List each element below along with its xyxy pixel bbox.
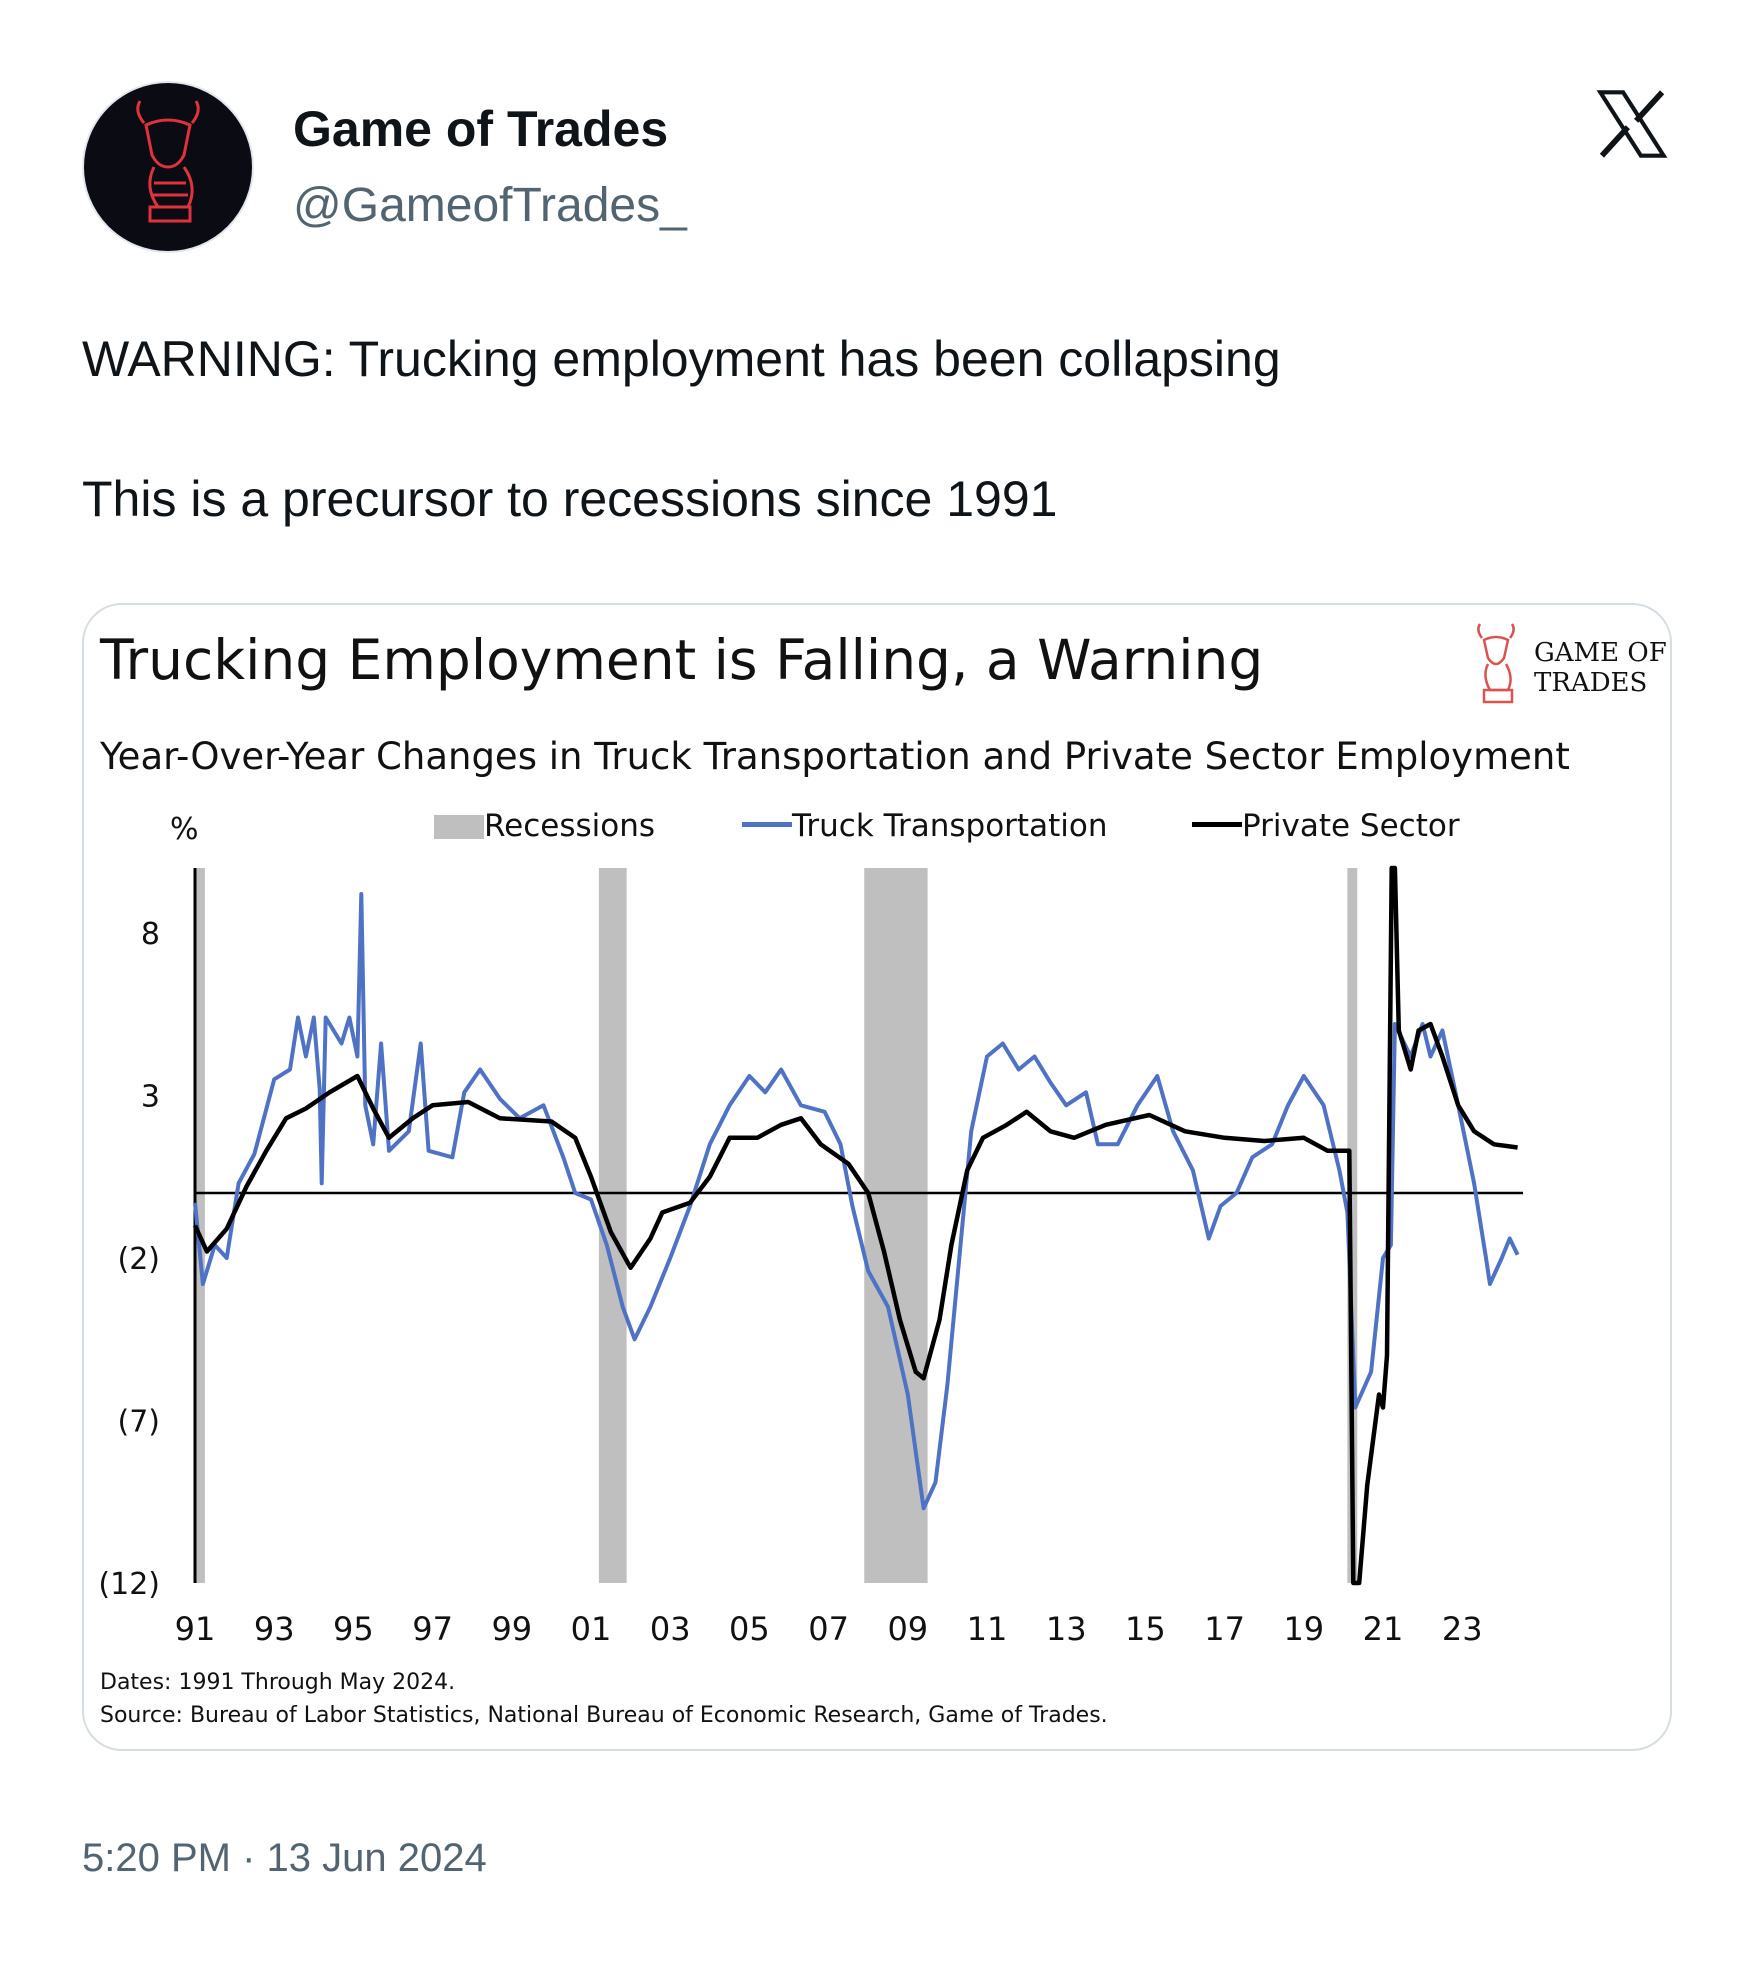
legend-label-private: Private Sector — [1242, 808, 1460, 844]
x-tick-label: 95 — [333, 1610, 374, 1648]
x-tick-label: 23 — [1442, 1610, 1483, 1648]
tweet-text-line2: This is a precursor to recessions since … — [82, 471, 1058, 527]
x-tick-label: 15 — [1125, 1610, 1166, 1648]
legend-label-truck: Truck Transportation — [792, 808, 1108, 844]
x-tick-label: 13 — [1046, 1610, 1087, 1648]
x-tick-label: 11 — [967, 1610, 1008, 1648]
bull-knight-logo-icon — [136, 100, 200, 223]
tweet-timestamp[interactable]: 5:20 PM · 13 Jun 2024 — [82, 1836, 487, 1880]
x-tick-label: 01 — [571, 1610, 612, 1648]
author-name[interactable]: Game of Trades — [293, 101, 669, 157]
chart-subtitle: Year-Over-Year Changes in Truck Transpor… — [100, 735, 1570, 778]
y-axis-unit-label: % — [170, 812, 199, 847]
recession-band — [195, 868, 205, 1583]
tweet-text-line1: WARNING: Trucking employment has been co… — [82, 331, 1281, 387]
y-tick-label: 3 — [141, 1080, 160, 1115]
y-tick-label: (12) — [98, 1567, 160, 1602]
x-tick-label: 97 — [412, 1610, 453, 1648]
game-of-trades-logo: GAME OF TRADES — [1462, 620, 1667, 720]
chart-dates-note: Dates: 1991 Through May 2024. — [100, 1670, 456, 1695]
y-tick-label: (7) — [118, 1405, 161, 1440]
x-tick-label: 05 — [729, 1610, 770, 1648]
x-logo-icon[interactable] — [1594, 86, 1670, 162]
legend-truck: Truck Transportation — [742, 808, 1107, 844]
legend-private: Private Sector — [1192, 808, 1460, 844]
legend-swatch-recessions — [434, 815, 484, 839]
legend-label-recessions: Recessions — [484, 808, 656, 844]
x-tick-label: 07 — [808, 1610, 849, 1648]
y-tick-label: 8 — [141, 917, 160, 952]
recession-band — [1347, 868, 1358, 1583]
x-tick-label: 21 — [1363, 1610, 1404, 1648]
legend-swatch-private — [1192, 822, 1242, 827]
x-tick-label: 19 — [1283, 1610, 1324, 1648]
x-tick-label: 03 — [650, 1610, 691, 1648]
series-line-private-sector — [192, 865, 1518, 1586]
logo-text-line2: TRADES — [1534, 668, 1648, 698]
author-avatar[interactable] — [82, 81, 254, 253]
chart-source-note: Source: Bureau of Labor Statistics, Nati… — [100, 1703, 1108, 1728]
logo-text-line1: GAME OF — [1534, 638, 1667, 668]
x-tick-label: 17 — [1204, 1610, 1245, 1648]
recession-band — [598, 868, 627, 1583]
series-line-truck-transportation — [193, 892, 1520, 1511]
bull-knight-logo-icon — [1477, 623, 1515, 704]
y-tick-label: (2) — [118, 1242, 161, 1277]
legend-swatch-truck — [742, 822, 792, 827]
x-tick-label: 91 — [175, 1610, 216, 1648]
x-tick-label: 09 — [887, 1610, 928, 1648]
x-tick-label: 93 — [254, 1610, 295, 1648]
x-tick-label: 99 — [491, 1610, 532, 1648]
chart-title: Trucking Employment is Falling, a Warnin… — [100, 628, 1264, 692]
legend-recessions: Recessions — [434, 808, 655, 844]
author-handle[interactable]: @GameofTrades_ — [293, 179, 687, 232]
